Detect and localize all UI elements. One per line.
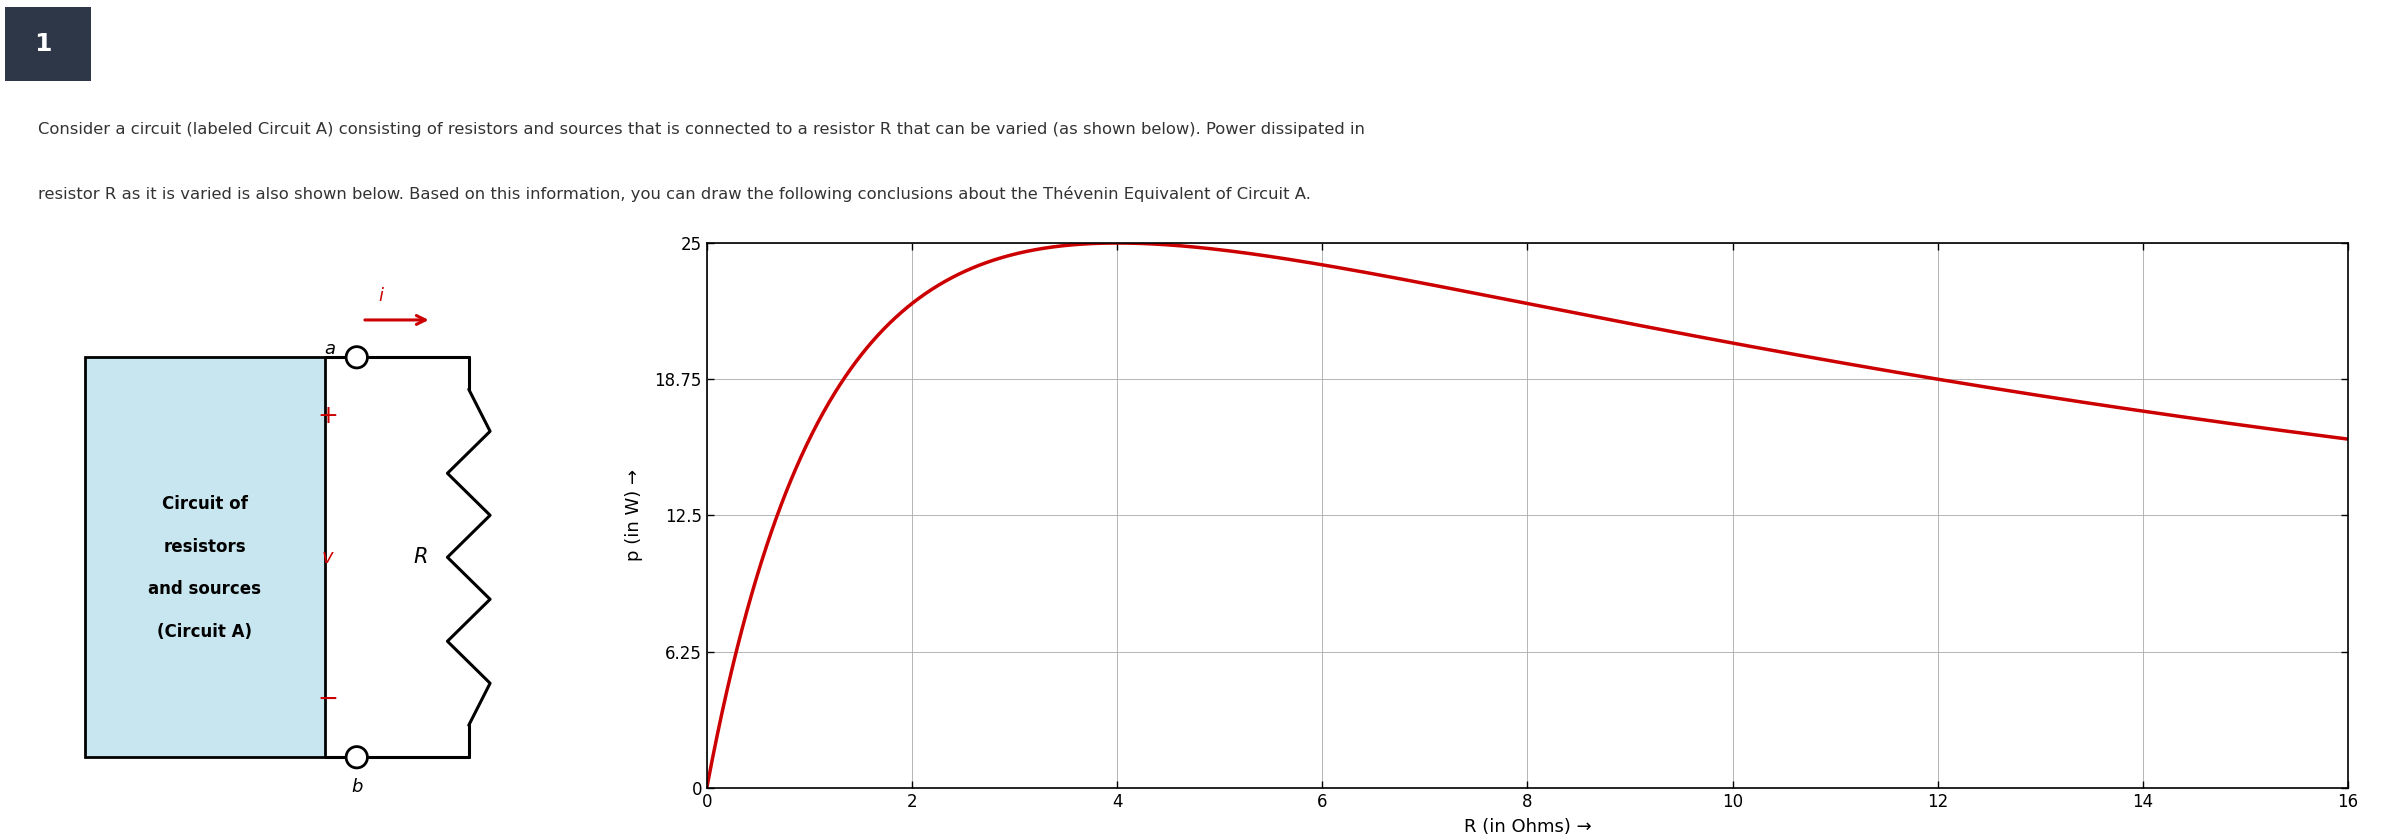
Circle shape [345, 747, 367, 768]
Text: +: + [316, 404, 338, 428]
Text: a: a [323, 340, 335, 359]
Text: i: i [379, 287, 383, 305]
Text: 🔖: 🔖 [2365, 34, 2377, 54]
Bar [84, 357, 326, 758]
Text: Consider a circuit (labeled Circuit A) consisting of resistors and sources that : Consider a circuit (labeled Circuit A) c… [38, 122, 1366, 137]
Text: R: R [415, 547, 429, 567]
Text: 1 point: 1 point [132, 35, 194, 53]
Text: and sources: and sources [149, 580, 261, 598]
Bar [5, 7, 91, 81]
Circle shape [345, 347, 367, 368]
Text: resistors: resistors [163, 538, 247, 556]
Text: resistor R as it is varied is also shown below. Based on this information, you c: resistor R as it is varied is also shown… [38, 185, 1311, 202]
X-axis label: R (in Ohms) →: R (in Ohms) → [1464, 818, 1591, 835]
Text: (Circuit A): (Circuit A) [158, 623, 252, 641]
Text: v: v [321, 548, 333, 566]
Text: −: − [316, 686, 338, 711]
Y-axis label: p (in W) →: p (in W) → [625, 469, 645, 561]
Text: 1: 1 [34, 32, 53, 56]
Text: Circuit of: Circuit of [163, 495, 247, 513]
Text: b: b [352, 778, 362, 795]
